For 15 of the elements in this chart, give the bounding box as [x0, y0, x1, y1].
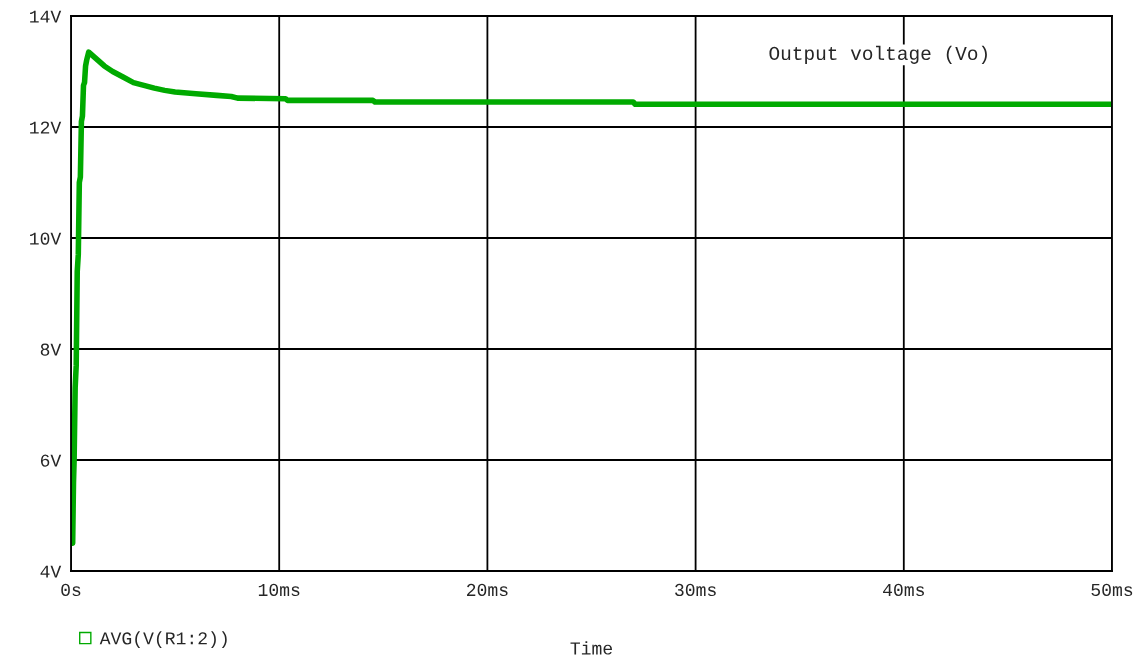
y-tick-label: 12V [30, 121, 62, 134]
x-tick-label: 30ms [675, 583, 716, 597]
x-tick-label: 50ms [1091, 583, 1133, 597]
x-axis-title: Time [570, 641, 612, 655]
y-tick-label: 4V [40, 565, 62, 578]
x-tick-label: 20ms [467, 583, 508, 597]
annotation: Output voltage (Vo) [769, 45, 987, 64]
x-tick-label: 40ms [883, 583, 924, 597]
x-tick-label: 0s [61, 583, 81, 597]
y-tick-label: 6V [40, 454, 62, 467]
y-tick-label: 8V [40, 343, 62, 356]
legend-label: AVG(V(R1:2)) [99, 631, 227, 649]
x-tick-label: 10ms [258, 583, 300, 597]
y-tick-label: 14V [30, 10, 62, 23]
y-tick-label: 10V [30, 232, 62, 245]
